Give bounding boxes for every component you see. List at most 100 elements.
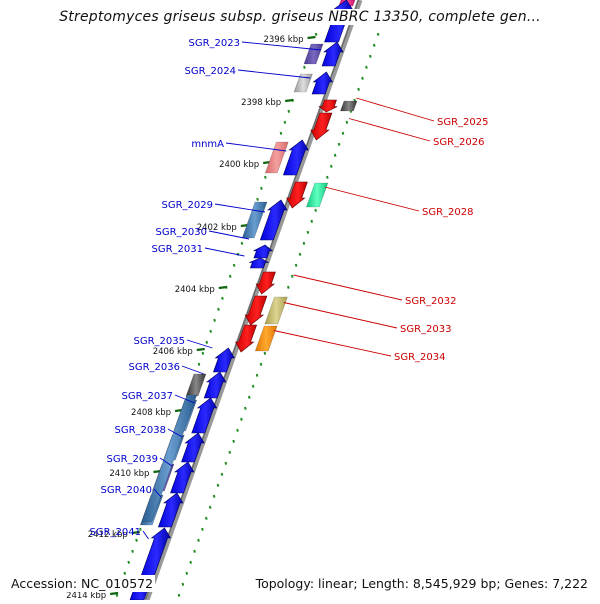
right-track-dot <box>212 494 216 498</box>
tick-mark <box>196 347 205 352</box>
left-track-dot <box>228 274 232 278</box>
left-track-dot <box>135 538 138 542</box>
reverse-gene-block <box>305 182 329 208</box>
reverse-gene-arrow <box>244 295 268 326</box>
right-track-dot <box>298 252 302 256</box>
tick-label: 2400 kbp <box>219 160 259 170</box>
forward-gene-arrow <box>282 139 309 176</box>
reverse-gene-label: SGR_2033 <box>400 324 452 335</box>
forward-label-connector <box>174 394 195 404</box>
right-track-dot <box>177 593 181 597</box>
forward-gene-arrow <box>138 527 172 583</box>
reverse-gene-label: SGR_2026 <box>433 137 485 148</box>
right-track-dot <box>310 219 314 223</box>
tick-label: 2404 kbp <box>175 285 215 295</box>
forward-gene-label: SGR_2035 <box>134 336 186 347</box>
reverse-gene-block <box>264 296 288 325</box>
forward-gene-label: SGR_2039 <box>107 454 159 465</box>
forward-label-connector <box>167 428 183 438</box>
left-track-dot <box>201 351 205 355</box>
forward-gene-arrow <box>321 41 344 67</box>
right-track-dot <box>216 483 220 487</box>
left-track-dot <box>221 296 224 300</box>
forward-label-connector <box>208 230 250 240</box>
reverse-gene-arrow <box>318 99 338 113</box>
forward-gene-arrow <box>311 71 333 95</box>
forward-gene-arrow <box>259 199 288 241</box>
forward-label-connector <box>214 203 266 213</box>
right-track-dot <box>193 549 196 553</box>
right-track-dot <box>189 560 193 564</box>
forward-gene-label: SGR_2024 <box>185 66 237 77</box>
reverse-gene-block <box>254 325 278 352</box>
reverse-gene-arrow <box>286 181 308 209</box>
tick-mark <box>109 591 119 596</box>
forward-label-connector <box>159 457 173 467</box>
label-layer: 2396 kbp 2398 kbp 2400 kbp 2402 kbp 2404 kbp… <box>66 35 489 601</box>
reverse-label-connector <box>324 186 420 212</box>
right-track-dot <box>224 461 228 465</box>
tick-mark <box>285 98 294 103</box>
right-track-dot <box>369 54 372 58</box>
forward-label-connector <box>204 247 245 257</box>
forward-label-connector <box>142 530 149 540</box>
feature-layer <box>129 0 358 601</box>
reverse-label-connector <box>348 118 431 142</box>
right-track-dot <box>326 175 329 179</box>
right-track-dot <box>357 87 360 91</box>
accession-label: Accession: NC_010572 <box>9 575 156 592</box>
right-track-dot <box>329 164 333 168</box>
tick-label: 2408 kbp <box>131 408 171 418</box>
left-track-dot <box>127 560 131 564</box>
tick-mark <box>131 530 140 535</box>
forward-gene-label: mnmA <box>191 139 224 150</box>
forward-gene-label: SGR_2040 <box>101 485 153 496</box>
left-track-dot <box>303 65 306 69</box>
right-track-dot <box>220 472 224 476</box>
right-track-dot <box>345 120 349 124</box>
right-track-dot <box>247 395 251 399</box>
reverse-gene-block <box>340 100 358 112</box>
tick-mark <box>218 285 227 290</box>
right-track-dot <box>376 32 380 36</box>
right-track-dot <box>306 230 310 234</box>
left-track-dot <box>283 120 287 124</box>
right-track-dot <box>204 516 208 520</box>
tick-label: 2410 kbp <box>109 469 149 479</box>
genome-stats: Topology: linear; Length: 8,545,929 bp; … <box>253 575 590 592</box>
tick-label: 2406 kbp <box>153 347 193 357</box>
left-track-dot <box>209 329 213 333</box>
right-track-dot <box>314 208 317 212</box>
genome-title: Streptomyces griseus subsp. griseus NBRC… <box>0 9 600 25</box>
left-track-dot <box>287 109 291 113</box>
right-track-dot <box>197 538 200 542</box>
right-track-dot <box>365 65 368 69</box>
right-track-dot <box>244 406 247 410</box>
right-track-dot <box>302 241 306 245</box>
reverse-gene-arrow <box>235 324 258 353</box>
right-track-dot <box>361 76 364 80</box>
left-track-dot <box>139 527 142 531</box>
right-track-dot <box>255 373 259 377</box>
left-track-dot <box>232 263 236 267</box>
tick-label: 2412 kbp <box>88 530 128 540</box>
reverse-label-connector <box>283 302 398 329</box>
forward-gene-label: SGR_2036 <box>129 362 181 373</box>
right-track-dot <box>228 450 232 454</box>
forward-label-connector <box>225 142 287 152</box>
left-track-dot <box>197 362 201 366</box>
right-track-dot <box>208 505 212 509</box>
tick-label: 2398 kbp <box>241 98 281 108</box>
left-track-dot <box>256 197 259 201</box>
left-track-dot <box>240 241 244 245</box>
forward-label-connector <box>186 339 213 349</box>
reverse-gene-label: SGR_2025 <box>437 117 489 128</box>
left-track-dot <box>115 593 119 597</box>
tick-mark <box>307 35 316 40</box>
reverse-label-connector <box>356 97 435 122</box>
right-track-dot <box>287 285 290 289</box>
forward-gene-label: SGR_2038 <box>115 425 167 436</box>
left-track-dot <box>213 318 216 322</box>
